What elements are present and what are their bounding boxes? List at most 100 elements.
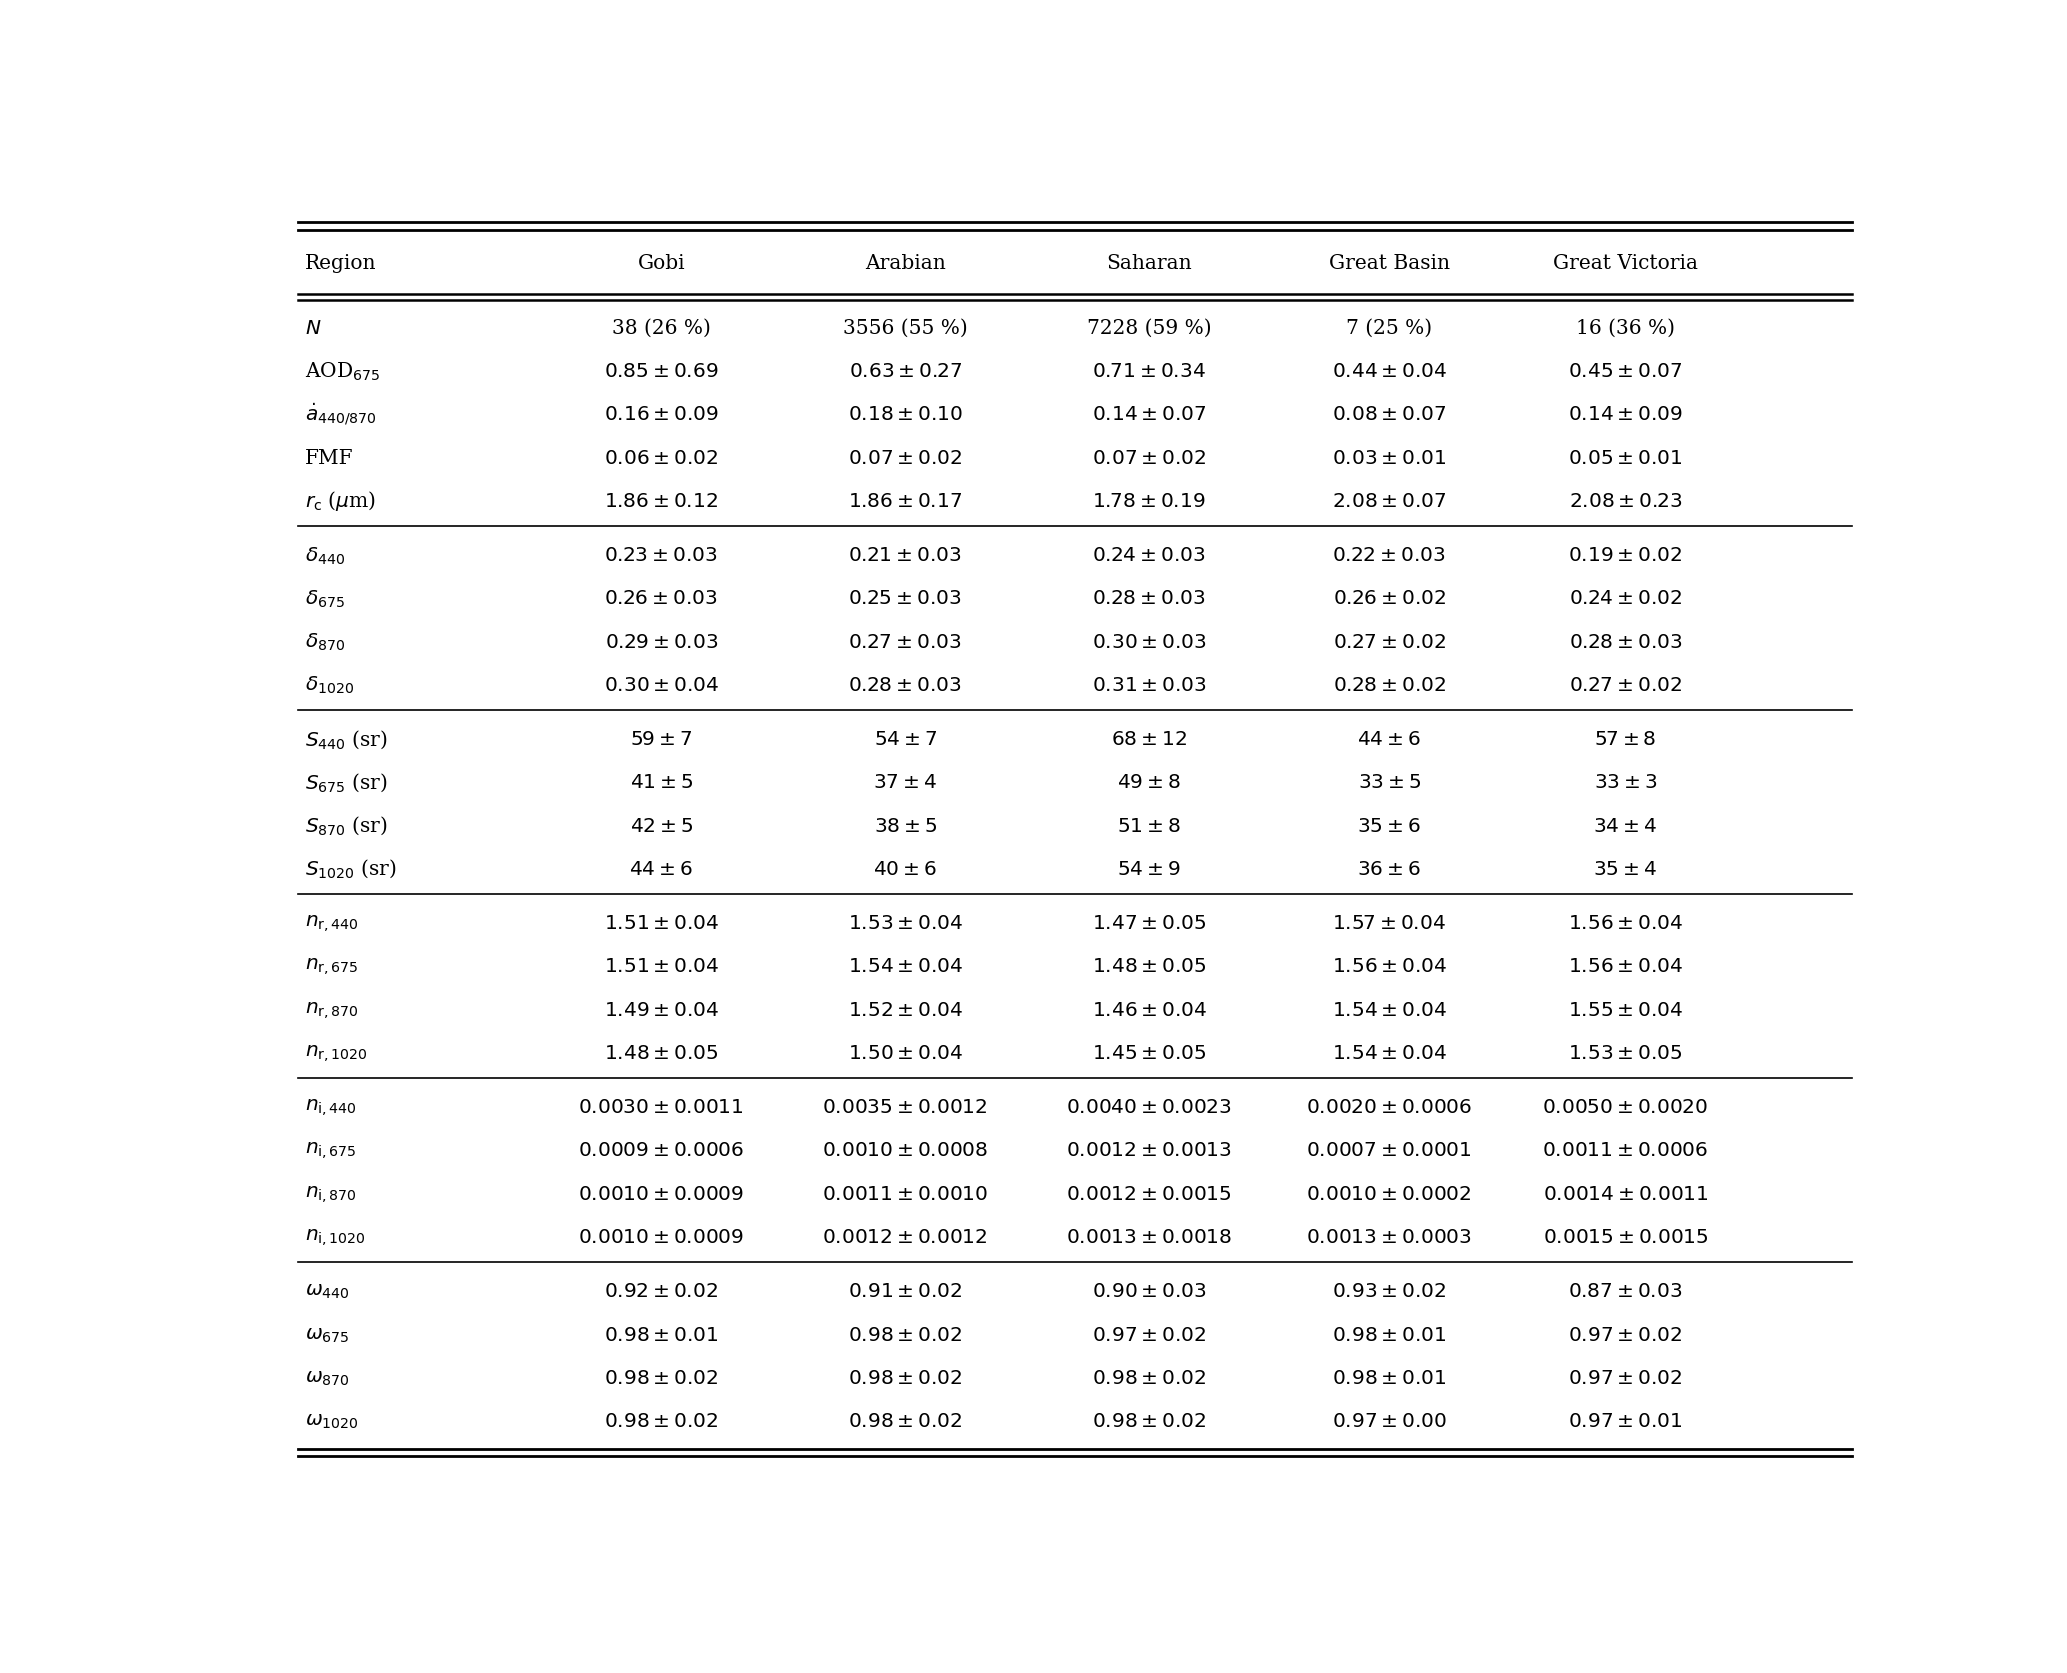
Text: $0.98\pm0.02$: $0.98\pm0.02$ xyxy=(604,1369,719,1387)
Text: $0.06\pm0.02$: $0.06\pm0.02$ xyxy=(604,448,719,467)
Text: $2.08\pm0.07$: $2.08\pm0.07$ xyxy=(1331,492,1447,510)
Text: $0.27\pm0.02$: $0.27\pm0.02$ xyxy=(1333,632,1447,651)
Text: $n_{\mathrm{i},675}$: $n_{\mathrm{i},675}$ xyxy=(304,1139,356,1161)
Text: Region: Region xyxy=(304,254,376,273)
Text: $0.27\pm0.02$: $0.27\pm0.02$ xyxy=(1569,676,1683,694)
Text: $0.98\pm0.02$: $0.98\pm0.02$ xyxy=(847,1325,963,1343)
Text: $0.0010\pm0.0002$: $0.0010\pm0.0002$ xyxy=(1306,1184,1472,1203)
Text: $0.0010\pm0.0008$: $0.0010\pm0.0008$ xyxy=(823,1141,988,1159)
Text: $0.90\pm0.03$: $0.90\pm0.03$ xyxy=(1091,1282,1207,1300)
Text: $0.26\pm0.02$: $0.26\pm0.02$ xyxy=(1333,589,1447,607)
Text: $0.44\pm0.04$: $0.44\pm0.04$ xyxy=(1331,361,1447,381)
Text: $1.57\pm0.04$: $1.57\pm0.04$ xyxy=(1333,913,1447,934)
Text: $0.0011\pm0.0010$: $0.0011\pm0.0010$ xyxy=(823,1184,988,1203)
Text: $35\pm4$: $35\pm4$ xyxy=(1594,860,1658,878)
Text: $0.45\pm0.07$: $0.45\pm0.07$ xyxy=(1569,361,1683,381)
Text: $0.0012\pm0.0013$: $0.0012\pm0.0013$ xyxy=(1067,1141,1232,1159)
Text: $1.48\pm0.05$: $1.48\pm0.05$ xyxy=(604,1042,719,1062)
Text: $0.07\pm0.02$: $0.07\pm0.02$ xyxy=(847,448,963,467)
Text: $0.23\pm0.03$: $0.23\pm0.03$ xyxy=(604,545,717,565)
Text: $\delta_{1020}$: $\delta_{1020}$ xyxy=(304,674,353,696)
Text: $0.18\pm0.10$: $0.18\pm0.10$ xyxy=(847,405,963,425)
Text: $1.54\pm0.04$: $1.54\pm0.04$ xyxy=(1331,1042,1447,1062)
Text: $1.46\pm0.04$: $1.46\pm0.04$ xyxy=(1091,1000,1207,1019)
Text: $0.16\pm0.09$: $0.16\pm0.09$ xyxy=(604,405,719,425)
Text: $0.98\pm0.01$: $0.98\pm0.01$ xyxy=(1331,1369,1447,1387)
Text: $0.71\pm0.34$: $0.71\pm0.34$ xyxy=(1091,361,1205,381)
Text: $0.97\pm0.02$: $0.97\pm0.02$ xyxy=(1569,1369,1683,1387)
Text: $0.19\pm0.02$: $0.19\pm0.02$ xyxy=(1569,545,1683,565)
Text: $0.98\pm0.02$: $0.98\pm0.02$ xyxy=(847,1369,963,1387)
Text: 38 (26 %): 38 (26 %) xyxy=(612,320,711,338)
Text: 3556 (55 %): 3556 (55 %) xyxy=(843,320,967,338)
Text: FMF: FMF xyxy=(304,448,353,467)
Text: $0.21\pm0.03$: $0.21\pm0.03$ xyxy=(847,545,961,565)
Text: $1.45\pm0.05$: $1.45\pm0.05$ xyxy=(1091,1042,1207,1062)
Text: $0.98\pm0.02$: $0.98\pm0.02$ xyxy=(1091,1369,1207,1387)
Text: $36\pm6$: $36\pm6$ xyxy=(1358,860,1422,878)
Text: $\omega_{1020}$: $\omega_{1020}$ xyxy=(304,1410,358,1430)
Text: Arabian: Arabian xyxy=(864,254,945,273)
Text: $1.52\pm0.04$: $1.52\pm0.04$ xyxy=(847,1000,963,1019)
Text: $n_{\mathrm{r},1020}$: $n_{\mathrm{r},1020}$ xyxy=(304,1042,368,1062)
Text: $0.31\pm0.03$: $0.31\pm0.03$ xyxy=(1091,676,1207,694)
Text: $1.51\pm0.04$: $1.51\pm0.04$ xyxy=(604,913,719,934)
Text: $1.56\pm0.04$: $1.56\pm0.04$ xyxy=(1569,913,1683,934)
Text: $0.97\pm0.00$: $0.97\pm0.00$ xyxy=(1331,1410,1447,1430)
Text: $1.48\pm0.05$: $1.48\pm0.05$ xyxy=(1091,957,1207,975)
Text: $0.28\pm0.02$: $0.28\pm0.02$ xyxy=(1333,676,1447,694)
Text: $1.86\pm0.12$: $1.86\pm0.12$ xyxy=(604,492,717,510)
Text: $44\pm6$: $44\pm6$ xyxy=(628,860,692,878)
Text: 16 (36 %): 16 (36 %) xyxy=(1575,320,1674,338)
Text: Saharan: Saharan xyxy=(1106,254,1193,273)
Text: $0.0013\pm0.0018$: $0.0013\pm0.0018$ xyxy=(1067,1226,1232,1246)
Text: $0.24\pm0.02$: $0.24\pm0.02$ xyxy=(1569,589,1683,607)
Text: $35\pm6$: $35\pm6$ xyxy=(1358,816,1422,835)
Text: 7228 (59 %): 7228 (59 %) xyxy=(1087,320,1211,338)
Text: $1.51\pm0.04$: $1.51\pm0.04$ xyxy=(604,957,719,975)
Text: $38\pm5$: $38\pm5$ xyxy=(874,816,936,835)
Text: $n_{\mathrm{r},870}$: $n_{\mathrm{r},870}$ xyxy=(304,999,358,1021)
Text: Great Victoria: Great Victoria xyxy=(1552,254,1697,273)
Text: $0.0040\pm0.0023$: $0.0040\pm0.0023$ xyxy=(1067,1097,1232,1118)
Text: $0.28\pm0.03$: $0.28\pm0.03$ xyxy=(847,676,961,694)
Text: $0.03\pm0.01$: $0.03\pm0.01$ xyxy=(1331,448,1447,467)
Text: $0.98\pm0.01$: $0.98\pm0.01$ xyxy=(604,1325,719,1343)
Text: $0.0010\pm0.0009$: $0.0010\pm0.0009$ xyxy=(579,1184,744,1203)
Text: $0.63\pm0.27$: $0.63\pm0.27$ xyxy=(850,361,961,381)
Text: $51\pm8$: $51\pm8$ xyxy=(1118,816,1180,835)
Text: $1.50\pm0.04$: $1.50\pm0.04$ xyxy=(847,1042,963,1062)
Text: $0.0013\pm0.0003$: $0.0013\pm0.0003$ xyxy=(1306,1226,1472,1246)
Text: $N$: $N$ xyxy=(304,320,320,338)
Text: $0.85\pm0.69$: $0.85\pm0.69$ xyxy=(604,361,719,381)
Text: $0.05\pm0.01$: $0.05\pm0.01$ xyxy=(1569,448,1683,467)
Text: $0.28\pm0.03$: $0.28\pm0.03$ xyxy=(1091,589,1205,607)
Text: $34\pm4$: $34\pm4$ xyxy=(1594,816,1658,835)
Text: $0.07\pm0.02$: $0.07\pm0.02$ xyxy=(1091,448,1207,467)
Text: $0.0035\pm0.0012$: $0.0035\pm0.0012$ xyxy=(823,1097,988,1118)
Text: $0.30\pm0.03$: $0.30\pm0.03$ xyxy=(1091,632,1207,651)
Text: Gobi: Gobi xyxy=(637,254,684,273)
Text: $1.54\pm0.04$: $1.54\pm0.04$ xyxy=(847,957,963,975)
Text: $\omega_{675}$: $\omega_{675}$ xyxy=(304,1325,349,1343)
Text: $0.30\pm0.04$: $0.30\pm0.04$ xyxy=(604,676,719,694)
Text: $1.86\pm0.17$: $1.86\pm0.17$ xyxy=(847,492,963,510)
Text: $n_{\mathrm{i},870}$: $n_{\mathrm{i},870}$ xyxy=(304,1183,358,1205)
Text: $0.0012\pm0.0015$: $0.0012\pm0.0015$ xyxy=(1067,1184,1232,1203)
Text: Great Basin: Great Basin xyxy=(1329,254,1449,273)
Text: $\dot{a}_{440/870}$: $\dot{a}_{440/870}$ xyxy=(304,402,376,428)
Text: $54\pm9$: $54\pm9$ xyxy=(1118,860,1180,878)
Text: $2.08\pm0.23$: $2.08\pm0.23$ xyxy=(1569,492,1683,510)
Text: $0.97\pm0.01$: $0.97\pm0.01$ xyxy=(1569,1410,1683,1430)
Text: $n_{\mathrm{r},440}$: $n_{\mathrm{r},440}$ xyxy=(304,913,358,934)
Text: $59\pm7$: $59\pm7$ xyxy=(630,729,692,750)
Text: $0.0009\pm0.0006$: $0.0009\pm0.0006$ xyxy=(579,1141,744,1159)
Text: $n_{\mathrm{r},675}$: $n_{\mathrm{r},675}$ xyxy=(304,955,358,977)
Text: $1.56\pm0.04$: $1.56\pm0.04$ xyxy=(1331,957,1447,975)
Text: $0.28\pm0.03$: $0.28\pm0.03$ xyxy=(1569,632,1683,651)
Text: $0.0007\pm0.0001$: $0.0007\pm0.0001$ xyxy=(1306,1141,1472,1159)
Text: $0.0020\pm0.0006$: $0.0020\pm0.0006$ xyxy=(1306,1097,1472,1118)
Text: $n_{\mathrm{i},1020}$: $n_{\mathrm{i},1020}$ xyxy=(304,1226,366,1246)
Text: $\delta_{675}$: $\delta_{675}$ xyxy=(304,587,345,609)
Text: 7 (25 %): 7 (25 %) xyxy=(1346,320,1432,338)
